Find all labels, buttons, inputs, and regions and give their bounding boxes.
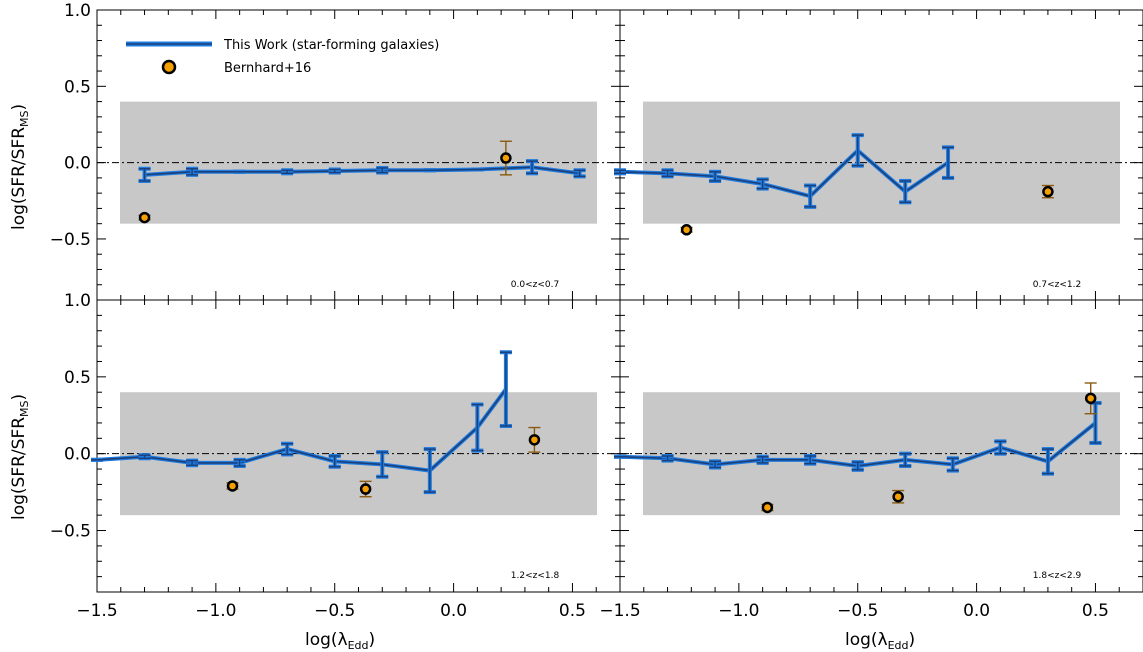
y-tick-label: 0.0 [64,154,91,174]
error-bar-this-work [709,459,722,470]
error-bar-this-work [138,453,151,461]
legend-label-bernhard: Bernhard+16 [224,61,311,76]
error-bar-this-work [1041,447,1054,476]
y-tick-label: 0.5 [64,77,91,97]
error-bar-this-work [661,168,674,179]
y-tick-label: 1.0 [64,291,91,311]
x-tick-label: 0.0 [440,601,467,621]
redshift-annotation: 1.8<z<2.9 [1033,571,1082,581]
marker-bernhard [892,489,905,504]
redshift-annotation: 1.2<z<1.8 [511,571,560,581]
marker-bernhard [680,224,693,236]
y-tick-label: 1.0 [64,1,91,21]
y-tick-label: 0.0 [64,445,91,465]
error-bar-this-work [899,178,912,205]
marker-point [1042,185,1054,198]
marker-point [892,490,904,503]
error-bar-this-work [376,165,389,175]
error-bar-this-work [709,169,722,183]
error-bar-this-work [614,168,626,176]
redshift-annotation: 0.0<z<0.7 [511,280,559,290]
error-bar-this-work [376,450,389,479]
error-bar-this-work [138,166,151,183]
error-bar-this-work [899,451,912,468]
y-axis-label-bottom: log(SFR/SFRMS) [9,394,31,520]
error-bar-this-work [804,183,817,209]
error-bar-this-work [281,441,294,457]
error-bar-this-work [946,456,959,473]
marker-point [359,483,372,495]
panel-bottom-right: −1.5 −1.0 −0.5 0.0 0.5 1.8<z<2.9 [599,299,1143,621]
y-axis-label-top: log(SFR/SFRMS) [9,104,31,230]
panel-top-left: −0.5 0.0 0.5 1.0 0.0<z<0.7 [50,1,621,301]
marker-point [226,480,239,492]
panel-top-right: 0.7<z<1.2 [614,9,1143,301]
x-tick-label: −0.5 [314,601,355,621]
x-axis-label-left: log(λEdd) [305,630,375,652]
panels-layer: −0.5 0.0 0.5 1.0 0.0<z<0.7 0.7<z<1.2 −0.5 0.0 0.… [50,1,1143,621]
marker-point [138,211,151,224]
x-tick-label: 0.5 [1082,601,1109,621]
marker-bernhard [1041,184,1054,199]
x-axis-label-right: log(λEdd) [845,630,915,652]
y-tick-label: −0.5 [50,230,91,250]
panel-bottom-left: −0.5 0.0 0.5 1.0 −1.5 −1.0 −0.5 0.0 0.5 1.2<z<1.8 [50,291,621,621]
x-tick-label: −0.5 [837,601,878,621]
marker-point [1084,392,1097,405]
error-bar-this-work [851,133,864,168]
error-bar-this-work [804,453,817,466]
x-tick-label: −1.5 [76,601,117,621]
y-tick-label: 0.5 [64,368,91,388]
error-bar-this-work [499,350,512,429]
y-tick-label: −0.5 [50,522,91,542]
error-bar-this-work [328,453,341,469]
error-bar-this-work [942,145,955,180]
x-tick-label: 0.0 [963,601,990,621]
error-bar-this-work [526,159,539,176]
error-bar-this-work [281,168,294,176]
legend-marker-bernhard [161,59,177,75]
marker-bernhard [226,480,239,492]
error-bar-this-work [994,439,1007,456]
marker-point [528,434,541,446]
error-bar-this-work [186,166,199,177]
marker-bernhard [528,426,541,453]
marker-bernhard [359,480,372,498]
series-line-this-work-core [144,166,580,176]
marker-point [680,224,693,236]
x-tick-label: −1.0 [718,601,759,621]
x-tick-label: −1.5 [599,601,640,621]
error-bar-this-work [423,447,436,495]
error-bar-this-work [573,168,586,179]
error-bar-this-work [756,454,769,465]
error-bar-this-work [186,458,199,468]
error-bar-this-work [851,460,864,472]
legend: This Work (star-forming galaxies) Bernha… [126,38,439,76]
x-tick-label: 0.5 [559,601,586,621]
error-bar-this-work [471,402,484,453]
error-bar-this-work [661,453,674,463]
marker-point [500,152,512,164]
marker-point [761,501,774,514]
marker-bernhard [499,140,512,176]
series-line-this-work-core [96,388,507,472]
marker-bernhard [1084,382,1097,415]
error-bar-this-work [756,177,769,191]
series-line-this-work-core [619,149,949,198]
error-bar-this-work [328,167,341,175]
x-tick-label: −1.0 [195,601,236,621]
marker-bernhard [761,501,774,514]
marker-bernhard [138,211,151,224]
redshift-annotation: 0.7<z<1.2 [1033,280,1081,290]
legend-label-this-work: This Work (star-forming galaxies) [223,38,439,53]
error-bar-this-work [233,457,246,468]
